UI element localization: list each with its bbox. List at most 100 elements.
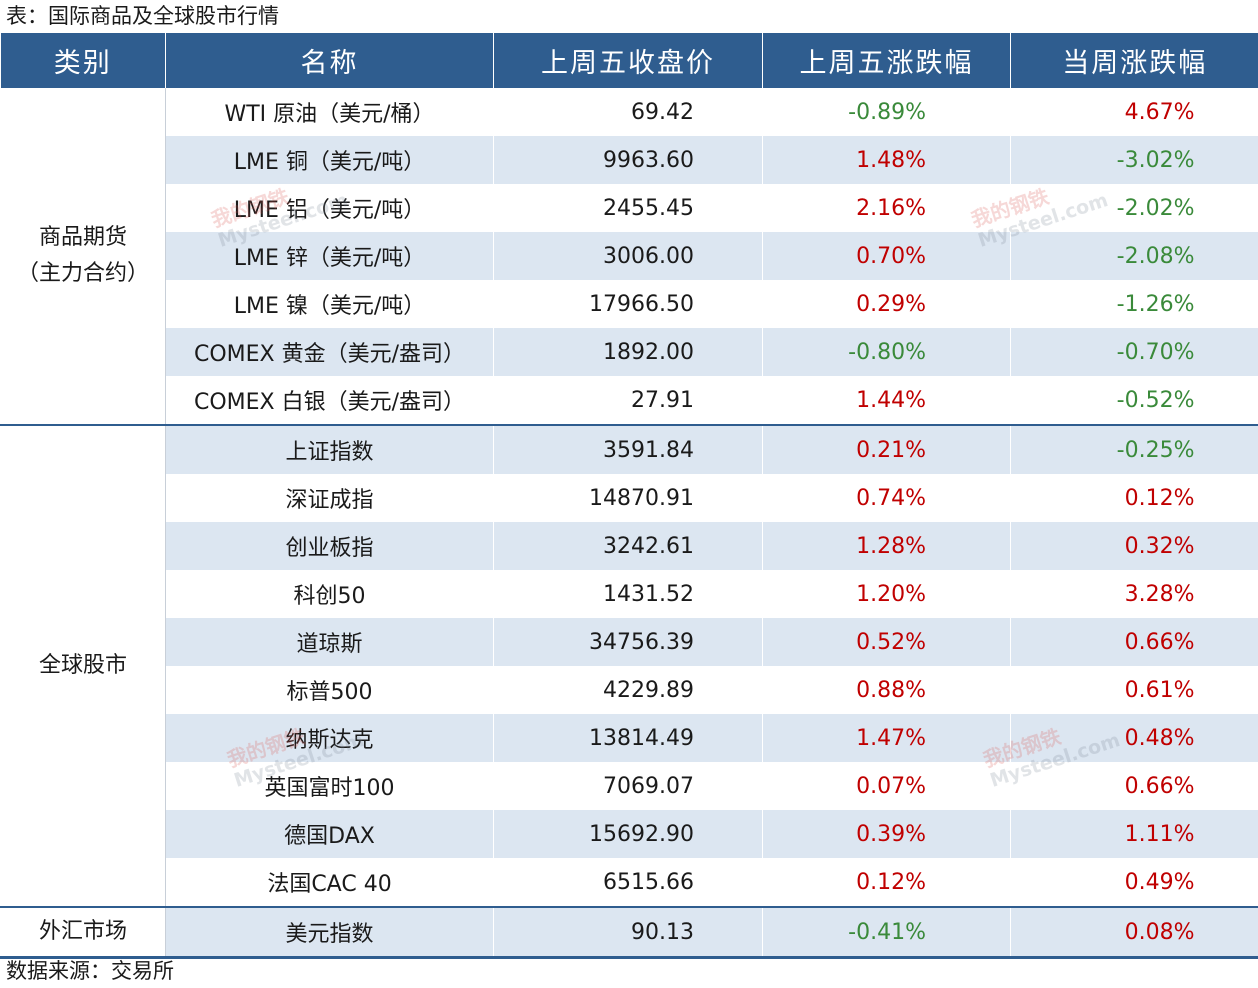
header-name: 名称 [165,33,494,88]
table-row: 创业板指 3242.61 1.28% 0.32% [1,522,1258,570]
friday-change: -0.80% [762,328,1011,376]
close-price: 17966.50 [493,280,763,328]
instrument-name: COMEX 黄金（美元/盎司） [165,328,494,376]
friday-change: 0.29% [762,280,1011,328]
friday-change: 0.52% [762,618,1011,666]
instrument-name: LME 镍（美元/吨） [165,280,494,328]
market-table: 类别 名称 上周五收盘价 上周五涨跌幅 当周涨跌幅 商品期货 （主力合约） WTI … [0,33,1258,959]
week-change: -1.26% [1010,280,1258,328]
table-row: LME 铜（美元/吨） 9963.60 1.48% -3.02% [1,136,1258,184]
friday-change: -0.89% [762,88,1011,136]
week-change: -0.70% [1010,328,1258,376]
category-cell: 外汇市场 [0,906,166,959]
table-row: 英国富时100 7069.07 0.07% 0.66% [1,762,1258,810]
header-row: 类别 名称 上周五收盘价 上周五涨跌幅 当周涨跌幅 [0,33,1258,88]
table-row: 德国DAX 15692.90 0.39% 1.11% [1,810,1258,858]
table-row: 外汇市场 美元指数 90.13 -0.41% 0.08% [0,906,1258,959]
close-price: 6515.66 [493,858,763,907]
week-change: 0.32% [1010,522,1258,570]
header-week-change: 当周涨跌幅 [1010,33,1258,88]
week-change: 0.48% [1010,714,1258,762]
instrument-name: 纳斯达克 [165,714,494,762]
week-change: -3.02% [1010,136,1258,184]
friday-change: 0.74% [762,474,1011,522]
close-price: 3006.00 [493,232,763,280]
week-change: -0.25% [1010,424,1258,474]
friday-change: 1.47% [762,714,1011,762]
week-change: 0.66% [1010,618,1258,666]
close-price: 69.42 [493,88,763,136]
instrument-name: 上证指数 [165,424,494,474]
table-row: 法国CAC 40 6515.66 0.12% 0.49% [1,858,1258,907]
close-price: 34756.39 [493,618,763,666]
friday-change: -0.41% [762,906,1011,959]
close-price: 13814.49 [493,714,763,762]
data-source: 数据来源：交易所 [6,959,174,983]
table-row: LME 铝（美元/吨） 2455.45 2.16% -2.02% [1,184,1258,232]
table-row: 深证成指 14870.91 0.74% 0.12% [1,474,1258,522]
close-price: 1892.00 [493,328,763,376]
header-friday-change: 上周五涨跌幅 [762,33,1011,88]
friday-change: 0.12% [762,858,1011,907]
table-row: 道琼斯 34756.39 0.52% 0.66% [1,618,1258,666]
week-change: 4.67% [1010,88,1258,136]
table-row: 纳斯达克 13814.49 1.47% 0.48% [1,714,1258,762]
week-change: 0.12% [1010,474,1258,522]
header-close: 上周五收盘价 [493,33,763,88]
table-row: COMEX 黄金（美元/盎司） 1892.00 -0.80% -0.70% [1,328,1258,376]
instrument-name: LME 铜（美元/吨） [165,136,494,184]
table-row: LME 镍（美元/吨） 17966.50 0.29% -1.26% [1,280,1258,328]
close-price: 1431.52 [493,570,763,618]
close-price: 14870.91 [493,474,763,522]
instrument-name: 科创50 [165,570,494,618]
table-row: 全球股市 上证指数 3591.84 0.21% -0.25% [0,424,1258,907]
close-price: 4229.89 [493,666,763,714]
table-row: LME 锌（美元/吨） 3006.00 0.70% -2.08% [1,232,1258,280]
friday-change: 1.20% [762,570,1011,618]
instrument-name: 德国DAX [165,810,494,858]
close-price: 7069.07 [493,762,763,810]
instrument-name: 美元指数 [165,906,494,959]
friday-change: 0.39% [762,810,1011,858]
close-price: 90.13 [493,906,763,959]
close-price: 3591.84 [493,424,763,474]
instrument-name: WTI 原油（美元/桶） [165,88,494,136]
friday-change: 0.21% [762,424,1011,474]
week-change: -2.02% [1010,184,1258,232]
table-row: 标普500 4229.89 0.88% 0.61% [1,666,1258,714]
week-change: 0.61% [1010,666,1258,714]
table-row: 科创50 1431.52 1.20% 3.28% [1,570,1258,618]
instrument-name: 深证成指 [165,474,494,522]
instrument-name: LME 铝（美元/吨） [165,184,494,232]
close-price: 15692.90 [493,810,763,858]
friday-change: 0.88% [762,666,1011,714]
week-change: -2.08% [1010,232,1258,280]
friday-change: 0.70% [762,232,1011,280]
table-caption: 表：国际商品及全球股市行情 [6,4,279,28]
week-change: 3.28% [1010,570,1258,618]
week-change: -0.52% [1010,376,1258,425]
friday-change: 1.48% [762,136,1011,184]
friday-change: 2.16% [762,184,1011,232]
instrument-name: 道琼斯 [165,618,494,666]
table-row: COMEX 白银（美元/盎司） 27.91 1.44% -0.52% [1,376,1258,425]
week-change: 0.49% [1010,858,1258,907]
category-cell: 全球股市 [0,424,166,907]
header-category: 类别 [0,33,166,88]
week-change: 0.66% [1010,762,1258,810]
instrument-name: 创业板指 [165,522,494,570]
table-row: 商品期货 （主力合约） WTI 原油（美元/桶） 69.42 -0.89% 4.67% [0,88,1258,425]
week-change: 0.08% [1010,906,1258,959]
close-price: 2455.45 [493,184,763,232]
close-price: 3242.61 [493,522,763,570]
instrument-name: 标普500 [165,666,494,714]
friday-change: 1.28% [762,522,1011,570]
close-price: 9963.60 [493,136,763,184]
week-change: 1.11% [1010,810,1258,858]
instrument-name: 法国CAC 40 [165,858,494,907]
instrument-name: 英国富时100 [165,762,494,810]
instrument-name: LME 锌（美元/吨） [165,232,494,280]
instrument-name: COMEX 白银（美元/盎司） [165,376,494,425]
close-price: 27.91 [493,376,763,425]
category-cell: 商品期货 （主力合约） [0,88,166,425]
